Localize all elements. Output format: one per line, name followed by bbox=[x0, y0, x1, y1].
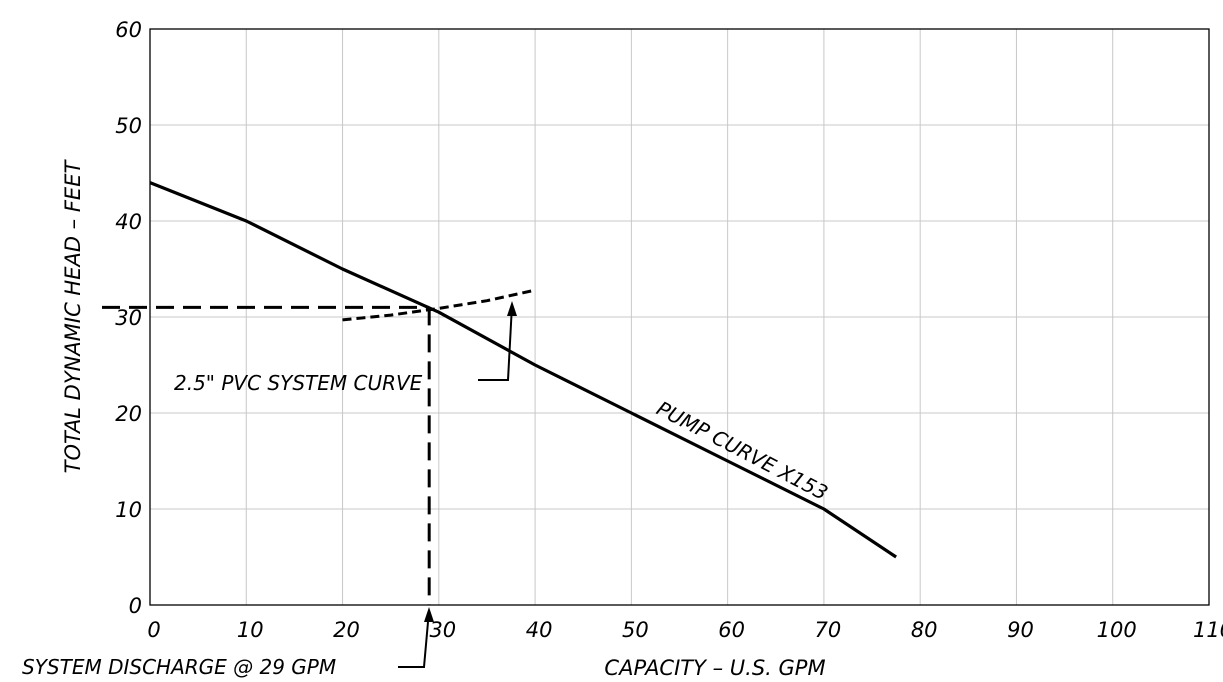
x-tick-label: 100 bbox=[1097, 618, 1137, 642]
system-curve-line bbox=[342, 288, 536, 322]
y-tick-label: 10 bbox=[115, 498, 142, 522]
y-tick-label: 30 bbox=[115, 306, 142, 330]
discharge-label: SYSTEM DISCHARGE @ 29 GPM bbox=[22, 655, 336, 679]
x-tick-label: 60 bbox=[718, 618, 745, 642]
series bbox=[149, 181, 897, 559]
x-tick-label: 80 bbox=[911, 618, 938, 642]
pump-curve-line bbox=[149, 181, 897, 559]
pump-curve-label: PUMP CURVE X153 bbox=[653, 396, 832, 505]
x-axis-title: CAPACITY – U.S. GPM bbox=[604, 656, 825, 680]
operating-point-guides bbox=[102, 305, 431, 605]
x-tick-label: 90 bbox=[1007, 618, 1034, 642]
x-tick-label: 70 bbox=[815, 618, 842, 642]
discharge-leader bbox=[398, 621, 429, 668]
system-curve-label: 2.5" PVC SYSTEM CURVE bbox=[174, 371, 423, 395]
x-tick-label: 110 bbox=[1193, 618, 1223, 642]
y-tick-label: 0 bbox=[129, 594, 142, 618]
system-curve-leader bbox=[478, 304, 513, 381]
x-tick-label: 0 bbox=[147, 618, 160, 642]
grid bbox=[150, 29, 1209, 605]
system-curve-arrowhead bbox=[507, 301, 517, 316]
x-tick-label: 50 bbox=[622, 618, 649, 642]
plot-frame bbox=[149, 28, 1210, 606]
x-tick-label: 10 bbox=[237, 618, 264, 642]
discharge-arrowhead bbox=[424, 607, 434, 622]
tick-labels: 01020304050607080901001100102030405060 bbox=[115, 18, 1223, 642]
y-tick-label: 60 bbox=[115, 18, 142, 42]
y-tick-label: 40 bbox=[115, 210, 142, 234]
x-tick-label: 20 bbox=[333, 618, 360, 642]
y-tick-label: 20 bbox=[115, 402, 142, 426]
y-tick-label: 50 bbox=[115, 114, 142, 138]
y-axis-title: TOTAL DYNAMIC HEAD – FEET bbox=[61, 159, 85, 474]
x-tick-label: 40 bbox=[526, 618, 553, 642]
